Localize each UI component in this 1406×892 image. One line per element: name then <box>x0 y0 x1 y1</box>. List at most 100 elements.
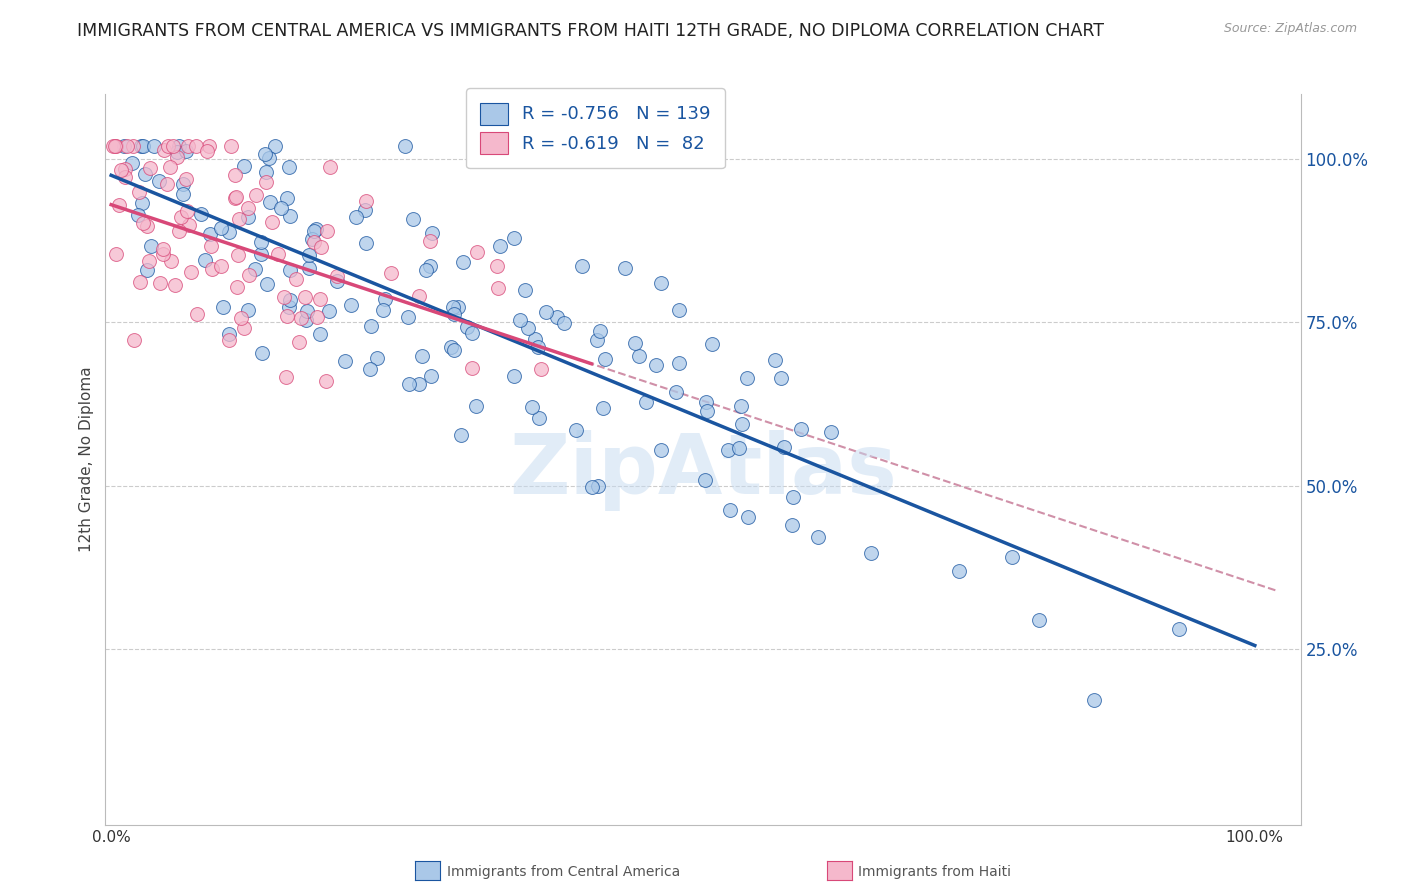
Point <box>167 139 190 153</box>
Point <box>366 351 388 365</box>
Point <box>614 261 637 276</box>
Point <box>277 160 299 174</box>
Point <box>156 178 179 192</box>
Point <box>530 362 553 376</box>
Point <box>136 219 159 234</box>
Point <box>276 309 298 323</box>
Point <box>763 352 786 367</box>
Point <box>623 336 645 351</box>
Point <box>339 298 361 312</box>
Point <box>354 194 377 208</box>
Point <box>135 262 157 277</box>
Point <box>157 139 180 153</box>
Point <box>354 202 377 217</box>
Point <box>105 247 128 261</box>
Point <box>166 150 188 164</box>
Point <box>693 473 716 487</box>
Point <box>131 215 153 229</box>
Point <box>1001 549 1024 564</box>
Point <box>122 333 145 347</box>
Point <box>128 185 150 199</box>
Point <box>419 259 441 273</box>
Point <box>398 310 420 325</box>
Point <box>174 144 197 158</box>
Point <box>134 167 156 181</box>
Point <box>650 277 672 291</box>
Point <box>318 303 340 318</box>
Point <box>695 394 717 409</box>
Point <box>198 139 221 153</box>
Point <box>166 145 188 160</box>
Text: Immigrants from Haiti: Immigrants from Haiti <box>858 865 1011 880</box>
Point <box>465 245 488 260</box>
Point <box>180 265 202 279</box>
Point <box>129 275 152 289</box>
Point <box>294 290 316 304</box>
Point <box>115 139 138 153</box>
Point <box>509 312 531 326</box>
Point <box>359 362 381 376</box>
Point <box>772 440 794 454</box>
Point <box>165 278 187 293</box>
Point <box>152 242 174 256</box>
Point <box>177 139 200 153</box>
Point <box>315 374 337 388</box>
Point <box>315 224 337 238</box>
Point <box>356 235 378 250</box>
Point <box>524 332 547 346</box>
Point <box>319 160 342 174</box>
Point <box>148 174 170 188</box>
Point <box>232 320 254 334</box>
Point <box>305 221 328 235</box>
Point <box>516 321 538 335</box>
Point <box>782 518 804 533</box>
Point <box>186 307 208 321</box>
Point <box>141 239 163 253</box>
Point <box>159 254 181 268</box>
Point <box>172 187 194 202</box>
Point <box>769 370 792 384</box>
Point <box>114 161 136 176</box>
Point <box>302 235 325 249</box>
Point <box>571 259 593 273</box>
Point <box>731 417 754 432</box>
Point <box>446 300 468 314</box>
Point <box>668 356 690 370</box>
Point <box>668 302 690 317</box>
Point <box>162 139 184 153</box>
Point <box>534 305 557 319</box>
Point <box>250 235 273 249</box>
Point <box>170 210 193 224</box>
Point <box>486 259 509 273</box>
Point <box>305 310 328 324</box>
Point <box>735 371 758 385</box>
Point <box>1028 613 1050 627</box>
Point <box>108 198 131 212</box>
Point <box>131 196 153 211</box>
Point <box>224 191 246 205</box>
Point <box>229 311 252 326</box>
Point <box>546 310 568 325</box>
Point <box>820 425 842 439</box>
Point <box>253 147 276 161</box>
Text: IMMIGRANTS FROM CENTRAL AMERICA VS IMMIGRANTS FROM HAITI 12TH GRADE, NO DIPLOMA : IMMIGRANTS FROM CENTRAL AMERICA VS IMMIG… <box>77 22 1104 40</box>
Point <box>515 283 537 297</box>
Point <box>380 266 402 280</box>
Point <box>112 139 135 153</box>
Point <box>344 210 367 224</box>
Point <box>159 160 181 174</box>
Point <box>226 247 249 261</box>
Point <box>200 239 222 253</box>
Text: Source: ZipAtlas.com: Source: ZipAtlas.com <box>1223 22 1357 36</box>
Point <box>486 281 509 295</box>
Point <box>236 302 259 317</box>
Point <box>152 246 174 260</box>
Point <box>152 143 174 157</box>
Point <box>371 302 394 317</box>
Point <box>219 139 242 153</box>
Point <box>308 292 330 306</box>
Point <box>451 255 474 269</box>
Point <box>398 377 420 392</box>
Text: Immigrants from Central America: Immigrants from Central America <box>447 865 681 880</box>
Point <box>789 422 811 436</box>
